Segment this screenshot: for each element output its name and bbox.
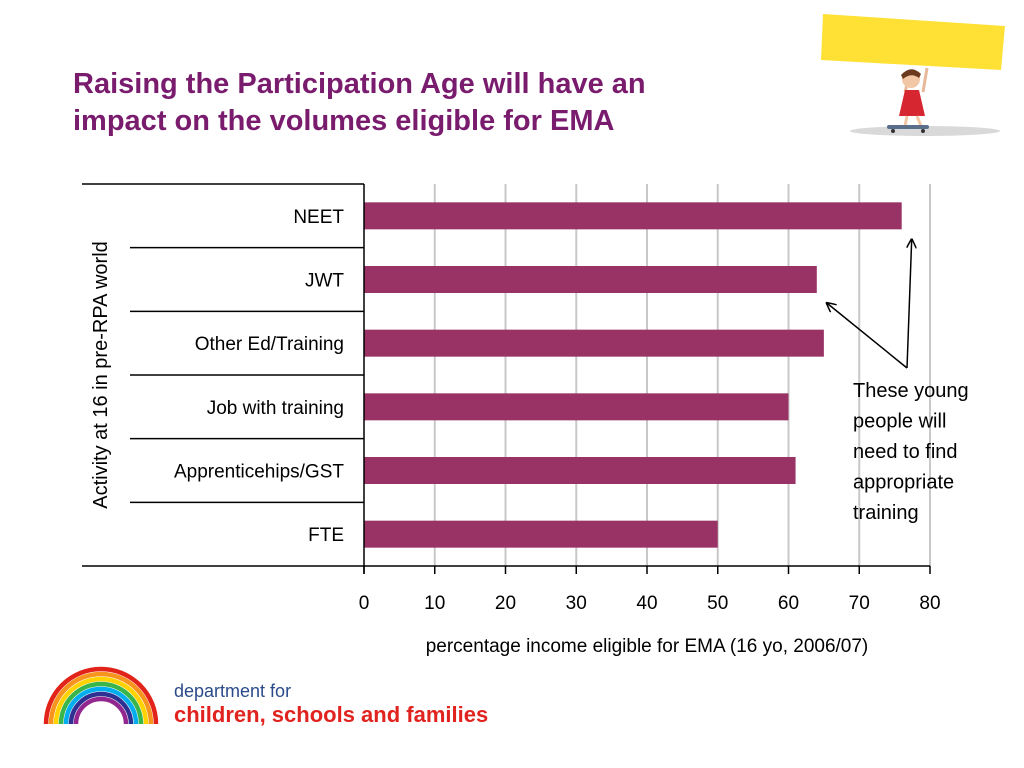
annotation-arrow-1 <box>827 303 908 369</box>
department-logo-text: department for children, schools and fam… <box>174 680 488 728</box>
skateboard <box>887 125 929 129</box>
bar-3 <box>364 393 789 421</box>
bar-chart: NEET JWT Other Ed/Training Job with trainin… <box>82 183 969 657</box>
bar-1 <box>364 266 817 293</box>
annotation-line-0: These young <box>853 380 969 402</box>
yellow-banner-shape <box>821 14 1005 70</box>
x-tick-label-50: 50 <box>707 593 728 614</box>
bar-5 <box>364 520 718 548</box>
x-tick-label-60: 60 <box>778 593 799 614</box>
annotation-line-4: training <box>853 502 919 524</box>
x-tick-label-40: 40 <box>636 593 657 614</box>
x-tick-label-30: 30 <box>566 593 587 614</box>
x-tick-label-20: 20 <box>495 593 516 614</box>
logo-line-2: children, schools and families <box>174 702 489 727</box>
x-tick-label-70: 70 <box>849 593 870 614</box>
logo-line-1: department for <box>174 681 292 701</box>
category-label-1: JWT <box>305 271 344 292</box>
category-label-5: FTE <box>308 525 344 546</box>
bar-2 <box>364 329 824 357</box>
slide-title-line-2: impact on the volumes eligible for EMA <box>73 105 615 137</box>
annotation-line-3: appropriate <box>853 472 954 494</box>
slide-title: Raising the Participation Age will have … <box>73 66 793 140</box>
x-tick-label-10: 10 <box>424 593 445 614</box>
annotation-line-2: need to find <box>853 441 958 463</box>
x-tick-label-0: 0 <box>359 593 370 614</box>
y-axis-title: Activity at 16 in pre-RPA world <box>90 241 112 509</box>
annotation-line-1: people will <box>853 411 946 433</box>
slide-title-line-1: Raising the Participation Age will have … <box>73 68 646 100</box>
rainbow-logo-icon <box>43 666 159 725</box>
category-label-4: Apprenticehips/GST <box>174 462 344 483</box>
child-figure <box>899 90 925 116</box>
x-tick-label-80: 80 <box>919 593 940 614</box>
bar-0 <box>364 202 902 230</box>
annotation-arrow-0 <box>906 239 912 369</box>
category-label-0: NEET <box>293 207 344 228</box>
skateboarder-illustration <box>821 14 1005 136</box>
bar-4 <box>364 457 796 484</box>
category-label-2: Other Ed/Training <box>195 334 344 355</box>
category-label-3: Job with training <box>207 398 344 419</box>
x-axis-title: percentage income eligible for EMA (16 y… <box>426 636 869 657</box>
